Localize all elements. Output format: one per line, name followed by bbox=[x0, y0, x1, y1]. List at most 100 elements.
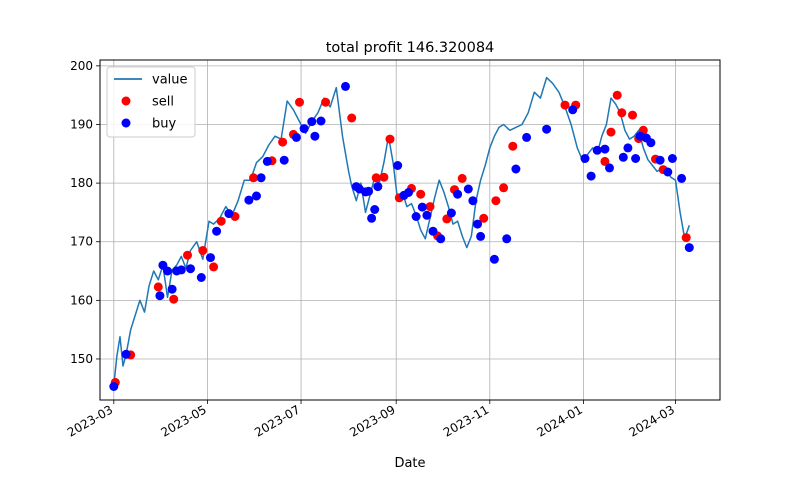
buy-point bbox=[417, 202, 427, 212]
sell-point bbox=[499, 183, 509, 193]
sell-point bbox=[560, 100, 570, 110]
x-tick-label: 2024-03 bbox=[627, 402, 677, 439]
buy-point bbox=[446, 208, 456, 218]
buy-point bbox=[684, 243, 694, 253]
sell-point bbox=[371, 173, 381, 183]
value-line bbox=[113, 76, 691, 386]
buy-point bbox=[663, 167, 673, 177]
buy-point bbox=[473, 219, 482, 229]
buy-point bbox=[196, 273, 206, 282]
sell-point bbox=[379, 172, 389, 182]
sell-point bbox=[416, 189, 426, 199]
buy-point bbox=[367, 213, 377, 223]
sell-point bbox=[606, 127, 616, 137]
y-tick-label: 200 bbox=[70, 59, 93, 73]
buy-point bbox=[667, 154, 677, 163]
buy-point bbox=[677, 173, 687, 183]
buy-point bbox=[176, 265, 186, 275]
buy-point bbox=[299, 124, 309, 134]
buy-point bbox=[623, 143, 633, 153]
sell-point bbox=[278, 137, 288, 147]
y-ticks: 150 160 170 180 190 200 bbox=[70, 59, 100, 366]
buy-point bbox=[605, 163, 614, 173]
legend-swatch-sell bbox=[121, 96, 131, 106]
x-ticks: 2023-03 2023-05 2023-07 2023-09 2023-11 2024-… bbox=[65, 400, 677, 440]
buy-point bbox=[618, 152, 628, 162]
legend-label-sell: sell bbox=[152, 95, 174, 110]
sell-point bbox=[617, 108, 627, 118]
sell-point bbox=[600, 156, 610, 166]
sell-point bbox=[425, 202, 435, 212]
x-tick-label: 2023-07 bbox=[252, 402, 302, 439]
buy-point bbox=[364, 186, 374, 196]
sell-point bbox=[457, 173, 467, 183]
sell-point bbox=[209, 262, 219, 272]
buy-point bbox=[646, 138, 656, 148]
buy-point bbox=[476, 231, 486, 241]
buy-point bbox=[370, 205, 380, 214]
sell-point bbox=[628, 110, 637, 120]
buy-point bbox=[252, 191, 261, 201]
buy-point bbox=[511, 164, 521, 174]
sell-point bbox=[479, 213, 489, 223]
buy-point bbox=[262, 156, 272, 166]
buy-point bbox=[393, 161, 403, 170]
sell-point bbox=[153, 282, 163, 292]
buy-point bbox=[244, 195, 254, 205]
buy-point bbox=[109, 382, 119, 391]
legend-swatch-buy bbox=[121, 118, 131, 128]
buy-point bbox=[586, 171, 596, 181]
buy-point bbox=[167, 284, 177, 294]
buy-point bbox=[341, 81, 350, 91]
buy-point bbox=[206, 253, 215, 263]
y-tick-label: 170 bbox=[70, 235, 93, 249]
sell-point bbox=[249, 173, 258, 183]
buy-point bbox=[224, 209, 234, 219]
plot-area bbox=[109, 76, 694, 391]
sell-point bbox=[198, 246, 208, 255]
sell-point bbox=[385, 134, 395, 144]
sell-point bbox=[216, 216, 226, 226]
sell-point bbox=[295, 97, 304, 107]
legend-label-buy: buy bbox=[152, 117, 176, 132]
sell-point bbox=[508, 141, 518, 151]
buy-point bbox=[316, 116, 326, 126]
legend: value sell buy bbox=[106, 66, 196, 138]
buy-point bbox=[186, 264, 195, 274]
sell-point bbox=[491, 196, 501, 206]
buy-point bbox=[163, 266, 172, 276]
legend-label-value: value bbox=[152, 73, 188, 88]
buy-point bbox=[422, 210, 432, 220]
plot-frame bbox=[99, 59, 721, 401]
buy-point bbox=[655, 155, 665, 165]
buy-point bbox=[310, 131, 320, 141]
x-tick-label: 2023-11 bbox=[441, 402, 491, 439]
sell-point bbox=[681, 233, 691, 243]
x-tick-label: 2024-01 bbox=[534, 402, 584, 439]
sell-point bbox=[347, 113, 357, 123]
x-tick-label: 2023-03 bbox=[65, 402, 115, 439]
buy-point bbox=[121, 349, 131, 359]
buy-point bbox=[489, 254, 499, 264]
y-tick-label: 160 bbox=[70, 293, 93, 307]
buy-point bbox=[155, 291, 165, 301]
buy-point bbox=[502, 234, 512, 244]
buy-point bbox=[542, 124, 552, 134]
x-tick-label: 2023-05 bbox=[159, 402, 209, 439]
buy-point bbox=[631, 154, 641, 163]
y-tick-label: 150 bbox=[70, 352, 93, 366]
buy-point bbox=[592, 145, 602, 155]
grid bbox=[100, 60, 720, 400]
buy-point bbox=[411, 212, 421, 221]
buy-point bbox=[256, 173, 266, 183]
buy-point bbox=[428, 226, 438, 236]
buy-point bbox=[404, 188, 413, 197]
buy-point bbox=[468, 196, 478, 206]
x-tick-label: 2023-09 bbox=[347, 402, 397, 439]
buy-point bbox=[453, 189, 463, 199]
sell-point bbox=[612, 90, 622, 100]
buy-point bbox=[279, 155, 289, 165]
y-tick-label: 180 bbox=[70, 176, 93, 190]
buy-point bbox=[373, 182, 383, 192]
